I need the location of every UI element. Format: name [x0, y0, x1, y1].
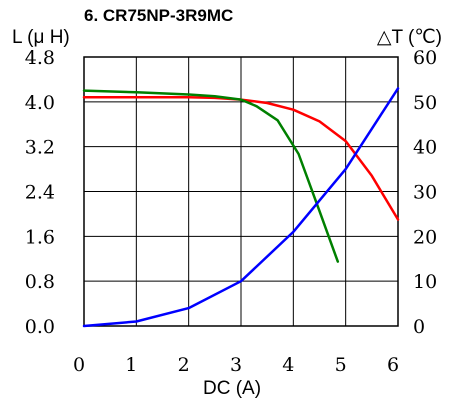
y-left-tick-label: 0.8	[25, 271, 55, 293]
y-right-tick-label: 40	[413, 137, 437, 159]
series-line-3	[82, 87, 400, 328]
y-left-axis-label: L (μ H)	[12, 27, 70, 48]
y-right-tick-labels: 0 10 20 30 40 50 60	[413, 47, 437, 338]
x-tick-label: 5	[335, 354, 347, 376]
y-left-tick-labels: 0.0 0.8 1.6 2.4 3.2 4.0 4.8	[25, 47, 55, 338]
y-left-tick-label: 0.0	[25, 316, 55, 338]
y-right-axis-label: △T (℃)	[377, 27, 442, 48]
x-tick-labels: 0 1 2 3 4 5 6	[73, 354, 399, 376]
plot-frame	[83, 56, 399, 327]
x-tick-label: 6	[387, 354, 399, 376]
y-right-tick-label: 50	[413, 92, 437, 114]
x-tick-label: 1	[125, 354, 137, 376]
y-right-tick-label: 20	[413, 226, 437, 248]
y-right-tick-label: 0	[413, 316, 425, 338]
series-line-1	[82, 96, 400, 221]
y-left-tick-label: 4.8	[25, 47, 55, 69]
x-axis-label: DC (A)	[203, 378, 261, 399]
x-tick-label: 2	[178, 354, 190, 376]
chart-title: 6. CR75NP-3R9MC	[84, 6, 233, 25]
y-left-tick-label: 3.2	[25, 137, 55, 159]
x-tick-label: 0	[73, 354, 85, 376]
y-left-tick-label: 4.0	[25, 92, 55, 114]
y-right-tick-label: 60	[413, 47, 437, 69]
series-line-2	[82, 89, 340, 263]
y-right-tick-label: 30	[413, 182, 437, 204]
y-right-tick-label: 10	[413, 271, 437, 293]
x-tick-label: 3	[230, 354, 242, 376]
series-lines	[82, 87, 400, 328]
x-tick-label: 4	[282, 354, 294, 376]
y-left-tick-label: 2.4	[25, 182, 55, 204]
y-left-tick-label: 1.6	[25, 226, 55, 248]
